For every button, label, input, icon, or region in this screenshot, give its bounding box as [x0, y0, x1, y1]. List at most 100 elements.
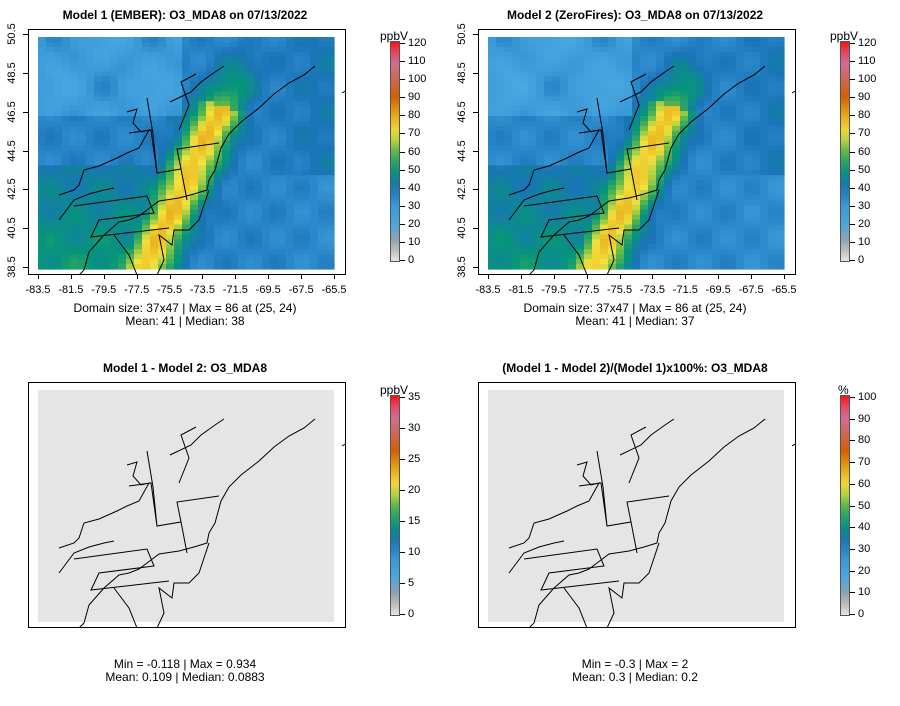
heatmap-cell — [704, 91, 713, 97]
heatmap-cell — [174, 219, 183, 226]
heatmap-cell — [126, 46, 135, 53]
heatmap-cell — [38, 56, 47, 63]
heatmap-cell — [86, 259, 95, 265]
heatmap-cell — [318, 86, 327, 92]
heatmap-cell — [736, 150, 745, 157]
heatmap-cell — [688, 145, 697, 152]
heatmap-cell — [222, 214, 231, 221]
heatmap-cell — [704, 224, 713, 231]
heatmap-cell — [736, 175, 745, 181]
heatmap-cell — [728, 239, 737, 245]
heatmap-cell — [672, 56, 681, 63]
heatmap-cell — [38, 145, 47, 152]
heatmap-cell — [776, 37, 785, 43]
heatmap-cell — [592, 140, 601, 147]
heatmap-cell — [576, 66, 585, 73]
heatmap-cell — [608, 155, 617, 162]
heatmap-cell — [704, 71, 713, 78]
heatmap-cell — [752, 91, 761, 97]
heatmap-cell — [632, 264, 641, 270]
heatmap-cell — [158, 180, 167, 186]
heatmap-cell — [206, 135, 215, 142]
heatmap-cell — [504, 135, 513, 142]
heatmap-cell — [776, 219, 785, 226]
heatmap-cell — [768, 150, 777, 157]
heatmap-cell — [672, 219, 681, 226]
colorbar-tick-mark — [400, 61, 405, 63]
heatmap-cell — [262, 61, 271, 68]
heatmap-cell — [190, 185, 199, 191]
heatmap-cell — [512, 150, 521, 157]
heatmap-cell — [624, 66, 633, 73]
heatmap-cell — [592, 41, 601, 48]
heatmap-cell — [54, 41, 63, 48]
heatmap-cell — [190, 209, 199, 216]
heatmap-cell — [310, 259, 319, 265]
heatmap-cell — [166, 259, 175, 265]
heatmap-cell — [126, 41, 135, 48]
heatmap-cell — [270, 175, 279, 181]
heatmap-cell — [568, 165, 577, 171]
heatmap-cell — [552, 37, 561, 43]
heatmap-cell — [640, 140, 649, 147]
heatmap-cell — [46, 150, 55, 157]
heatmap-cell — [696, 106, 705, 112]
heatmap-cell — [688, 66, 697, 73]
heatmap-cell — [150, 239, 159, 245]
heatmap-cell — [488, 234, 497, 240]
heatmap-cell — [70, 37, 79, 43]
heatmap-cell — [520, 249, 529, 255]
heatmap-cell — [624, 56, 633, 63]
heatmap-cell — [254, 46, 263, 53]
heatmap-cell — [576, 91, 585, 97]
heatmap-cell — [640, 41, 649, 48]
heatmap-cell — [38, 234, 47, 240]
heatmap-cell — [158, 130, 167, 137]
heatmap-cell — [38, 86, 47, 92]
heatmap-cell — [544, 175, 553, 181]
heatmap-cell — [496, 130, 505, 137]
heatmap-cell — [616, 150, 625, 157]
heatmap-cell — [744, 111, 753, 117]
heatmap-cell — [760, 214, 769, 221]
heatmap-cell — [552, 145, 561, 152]
heatmap-cell — [528, 71, 537, 78]
heatmap-cell — [744, 234, 753, 240]
heatmap-cell — [286, 264, 295, 270]
heatmap-cell — [536, 209, 545, 216]
heatmap-cell — [302, 254, 311, 260]
heatmap-cell — [62, 175, 71, 181]
heatmap-cell — [672, 106, 681, 112]
heatmap-cell — [632, 209, 641, 216]
heatmap-cell — [776, 130, 785, 137]
heatmap-cell — [552, 204, 561, 211]
heatmap-cell — [488, 170, 497, 176]
heatmap-cell — [592, 185, 601, 191]
heatmap-cell — [664, 249, 673, 255]
heatmap-cell — [206, 140, 215, 147]
heatmap-cell — [198, 249, 207, 255]
heatmap-cell — [46, 86, 55, 92]
heatmap-cell — [190, 71, 199, 78]
heatmap-cell — [86, 111, 95, 117]
heatmap-cell — [688, 140, 697, 147]
heatmap-cell — [78, 185, 87, 191]
heatmap-cell — [608, 150, 617, 157]
heatmap-cell — [222, 46, 231, 53]
heatmap-cell — [632, 71, 641, 78]
heatmap-cell — [536, 61, 545, 68]
heatmap-cell — [294, 135, 303, 142]
heatmap-cell — [752, 115, 761, 122]
heatmap-cell — [198, 115, 207, 122]
heatmap-cell — [70, 91, 79, 97]
heatmap-cell — [46, 145, 55, 152]
heatmap-cell — [544, 86, 553, 92]
heatmap-cell — [118, 111, 127, 117]
heatmap-cell — [54, 194, 63, 201]
colorbar-tick-mark — [850, 169, 855, 171]
heatmap-cell — [512, 51, 521, 58]
heatmap-cell — [70, 170, 79, 176]
heatmap-cell — [54, 86, 63, 92]
heatmap-cell — [286, 175, 295, 181]
heatmap-cell — [568, 259, 577, 265]
